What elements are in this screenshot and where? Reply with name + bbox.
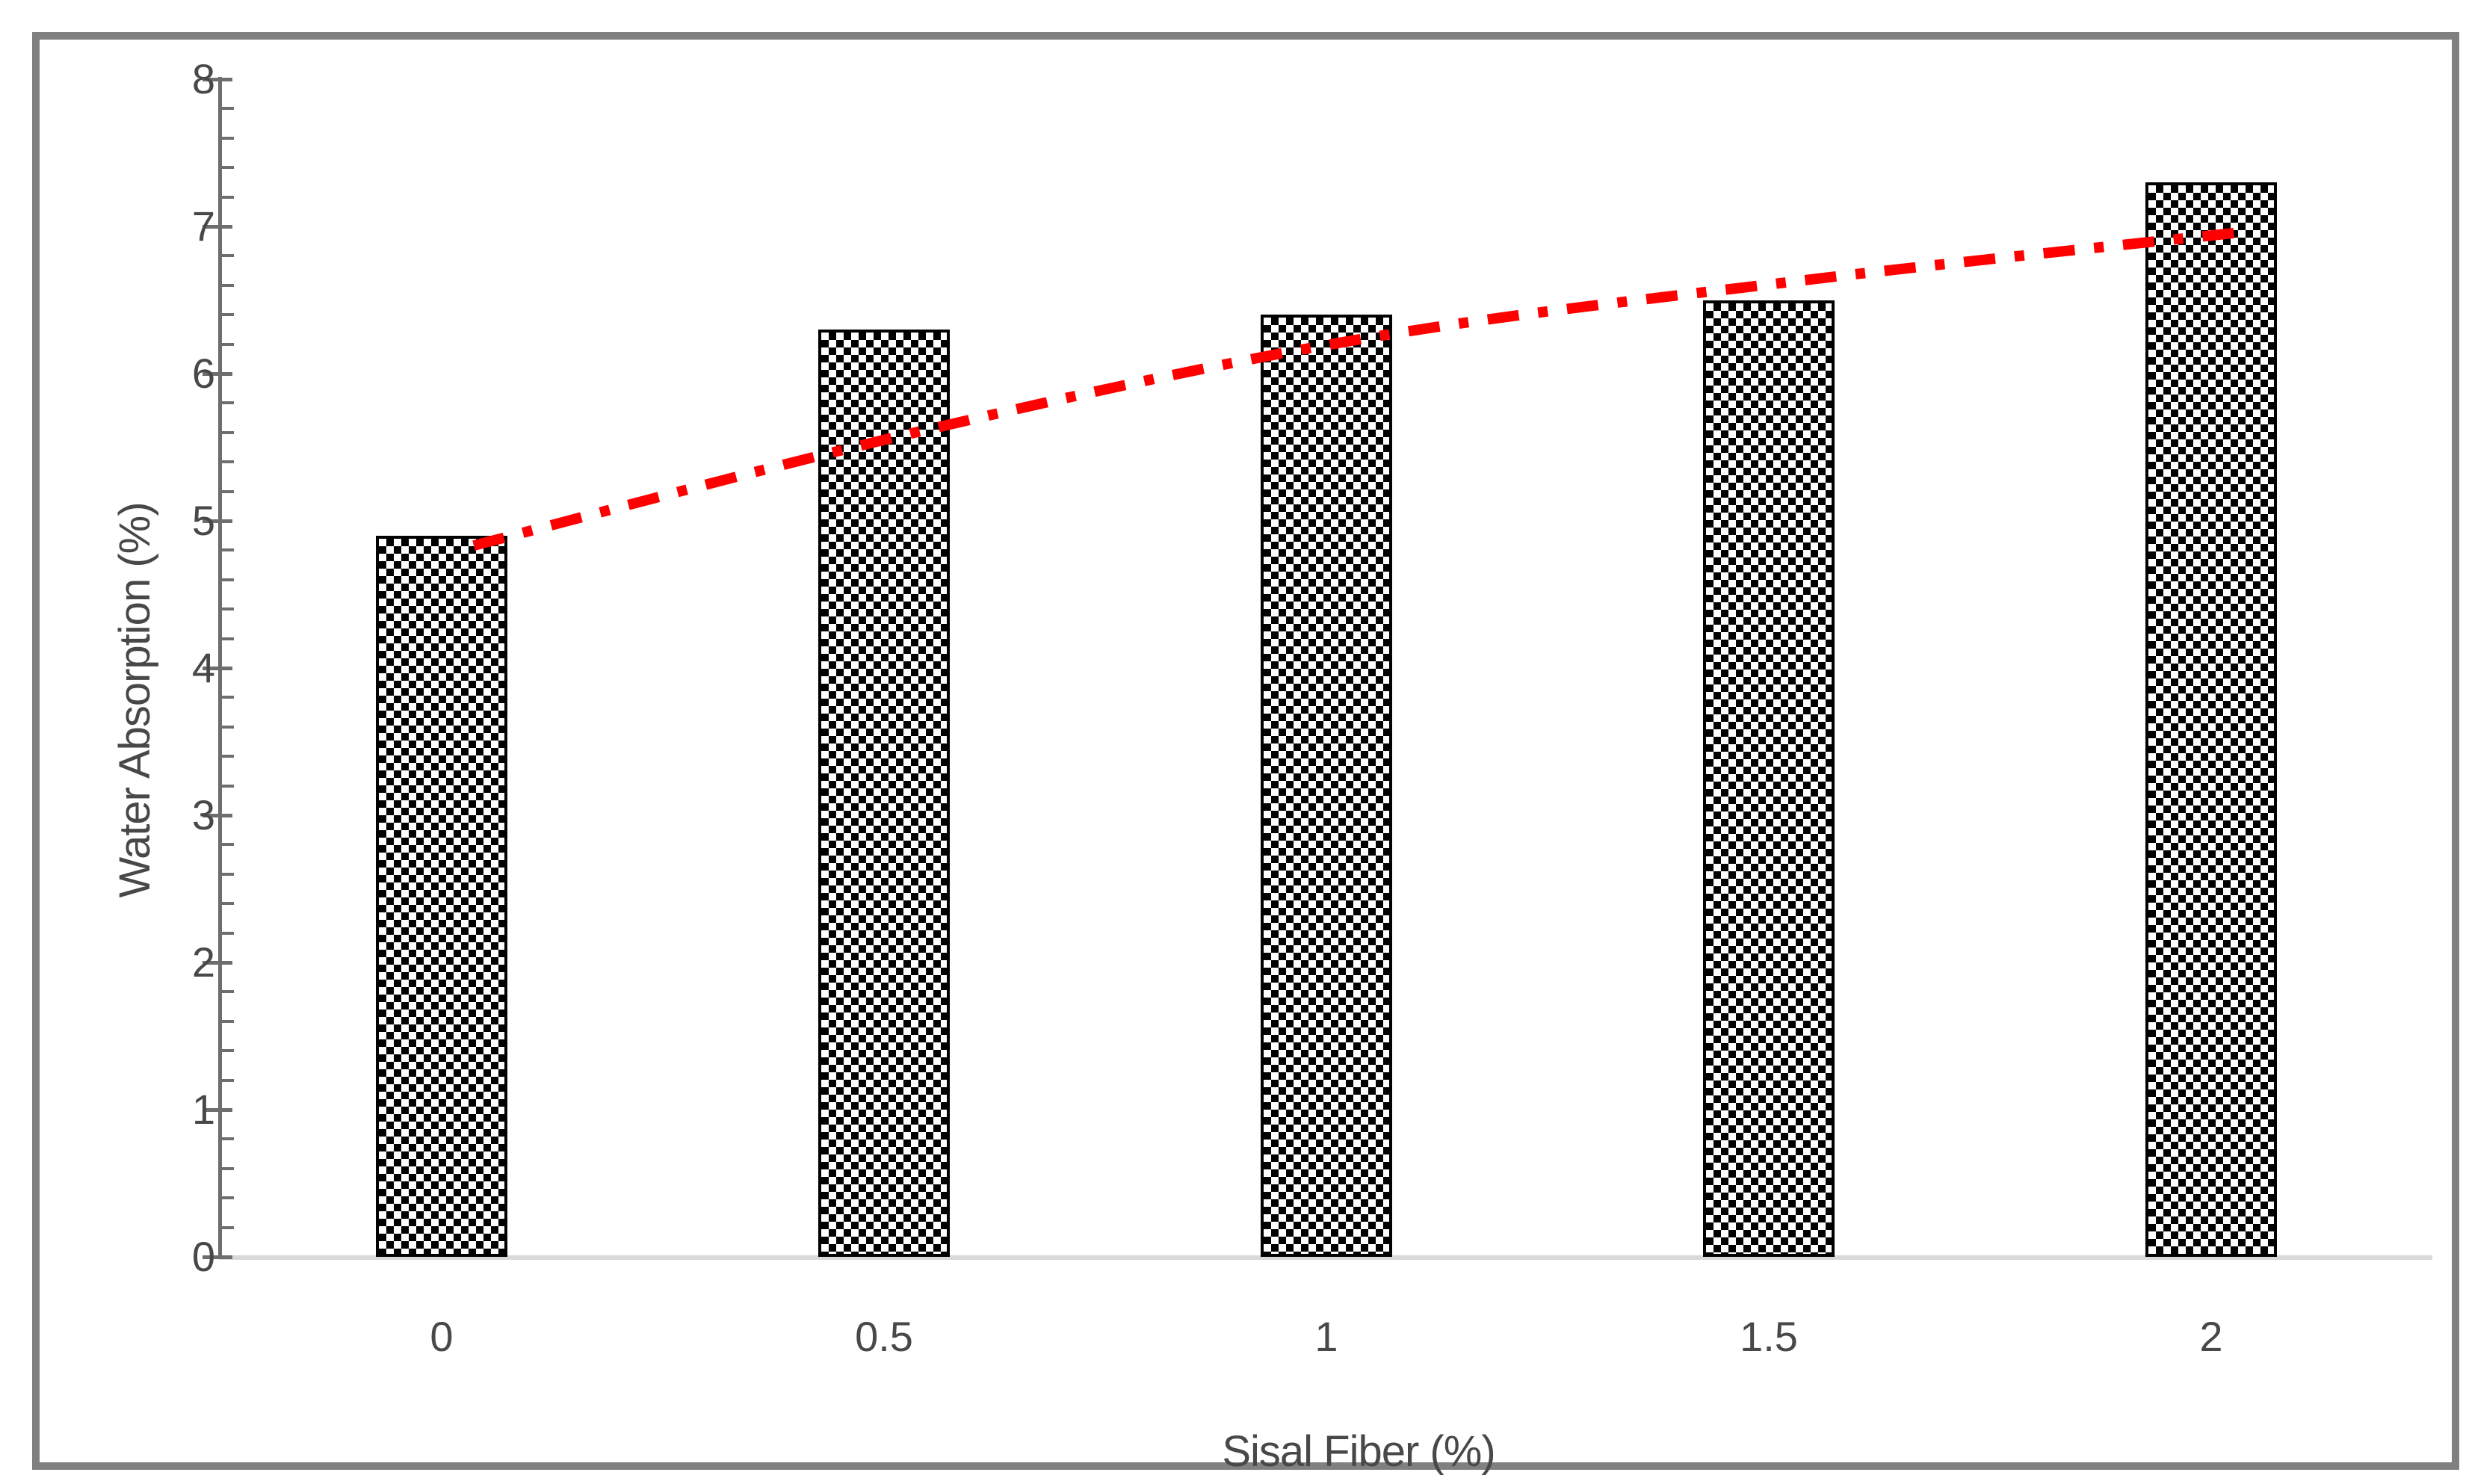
y-minor-tick <box>222 136 234 140</box>
trendline-layer <box>472 226 2244 551</box>
bar-sisal-2 <box>2145 182 2277 1257</box>
y-minor-tick <box>222 313 234 317</box>
y-minor-tick <box>222 990 234 994</box>
y-minor-tick <box>222 195 234 199</box>
y-tick-label: 7 <box>191 202 215 250</box>
y-minor-tick <box>222 430 234 434</box>
y-tick-label: 1 <box>191 1086 215 1133</box>
x-tick-label: 0 <box>430 1313 454 1360</box>
y-tick-label: 0 <box>191 1233 215 1280</box>
y-major-tick <box>203 225 232 229</box>
trendline-path <box>472 226 2244 551</box>
y-minor-tick <box>222 1196 234 1200</box>
y-minor-tick <box>222 166 234 170</box>
x-tick-label: 1.5 <box>1740 1313 1798 1360</box>
y-tick-label: 3 <box>191 791 215 838</box>
y-minor-tick <box>222 872 234 876</box>
y-minor-tick <box>222 931 234 935</box>
bar-sisal-0 <box>376 535 507 1257</box>
y-minor-tick <box>222 1137 234 1141</box>
y-minor-tick <box>222 460 234 464</box>
y-major-tick <box>203 372 232 376</box>
y-minor-tick <box>222 902 234 906</box>
y-major-tick <box>203 1255 232 1259</box>
y-minor-tick <box>222 1049 234 1053</box>
y-minor-tick <box>222 607 234 611</box>
y-minor-tick <box>222 107 234 111</box>
y-minor-tick <box>222 401 234 405</box>
y-tick-label: 6 <box>191 350 215 397</box>
y-major-tick <box>203 961 232 965</box>
bar-sisal-0.5 <box>818 329 950 1257</box>
y-minor-tick <box>222 755 234 758</box>
y-minor-tick <box>222 696 234 699</box>
y-minor-tick <box>222 283 234 287</box>
y-minor-tick <box>222 843 234 847</box>
y-minor-tick <box>222 1225 234 1229</box>
y-major-tick <box>203 814 232 817</box>
y-minor-tick <box>222 548 234 552</box>
y-tick-label: 8 <box>191 55 215 102</box>
y-minor-tick <box>222 489 234 493</box>
y-tick-label: 4 <box>191 644 215 691</box>
y-minor-tick <box>222 1078 234 1082</box>
y-minor-tick <box>222 1019 234 1023</box>
bar-sisal-1.5 <box>1703 300 1835 1257</box>
x-tick-label: 1 <box>1314 1313 1338 1360</box>
y-major-tick <box>203 78 232 81</box>
y-major-tick <box>203 667 232 670</box>
x-tick-label: 2 <box>2199 1313 2223 1360</box>
y-tick-label: 5 <box>191 497 215 544</box>
x-axis-title: Sisal Fiber (%) <box>1222 1427 1495 1476</box>
y-tick-label: 2 <box>191 939 215 986</box>
y-major-tick <box>203 1108 232 1112</box>
y-minor-tick <box>222 254 234 258</box>
x-tick-label: 0.5 <box>855 1313 913 1360</box>
bar-sisal-1 <box>1261 315 1392 1257</box>
x-axis-baseline <box>218 1255 2432 1260</box>
y-minor-tick <box>222 342 234 346</box>
y-major-tick <box>203 519 232 523</box>
y-minor-tick <box>222 725 234 729</box>
y-minor-tick <box>222 578 234 581</box>
y-minor-tick <box>222 637 234 640</box>
y-minor-tick <box>222 784 234 788</box>
y-minor-tick <box>222 1166 234 1170</box>
